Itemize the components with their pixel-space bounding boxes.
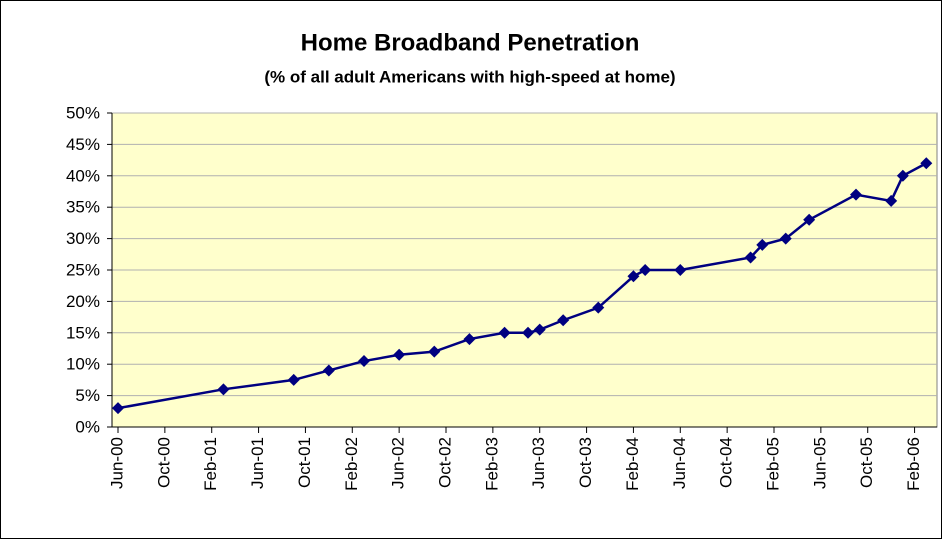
marker: [322, 364, 335, 377]
marker: [428, 345, 441, 358]
x-tick-label: Feb-06: [904, 437, 923, 491]
marker: [756, 238, 769, 251]
marker: [217, 383, 230, 396]
x-tick-label: Oct-03: [576, 437, 595, 488]
y-tick-label: 0%: [75, 417, 100, 436]
marker: [920, 157, 933, 170]
x-tick-label: Oct-00: [154, 437, 173, 488]
line: [117, 162, 927, 410]
x-tick-label: Jun-03: [529, 437, 548, 489]
x-tick-label: Jun-04: [670, 437, 689, 489]
y-tick-label: 50%: [66, 103, 100, 122]
y-tick-label: 15%: [66, 323, 100, 342]
marker: [639, 264, 652, 276]
marker: [358, 355, 370, 368]
x-tick-label: Oct-05: [857, 437, 876, 488]
marker: [533, 323, 546, 336]
y-tick-label: 20%: [66, 292, 100, 311]
y-tick-label: 25%: [66, 260, 100, 279]
marker: [850, 188, 862, 201]
marker: [674, 264, 687, 276]
marker: [287, 373, 300, 386]
marker: [393, 348, 406, 361]
x-tick-label: Jun-05: [810, 437, 829, 489]
x-tick-label: Jun-02: [389, 437, 408, 489]
marker: [744, 251, 757, 264]
marker: [592, 301, 605, 314]
y-tick-label: 30%: [66, 229, 100, 248]
marker: [557, 314, 570, 327]
y-tick-label: 45%: [66, 135, 100, 154]
marker: [627, 270, 640, 283]
x-tick-label: Feb-02: [342, 437, 361, 491]
x-tick-label: Feb-05: [763, 437, 782, 491]
chart-subtitle: (% of all adult Americans with high-spee…: [264, 67, 675, 86]
y-tick-label: 35%: [66, 198, 100, 217]
y-tick-label: 40%: [66, 166, 100, 185]
x-tick-label: Oct-01: [295, 437, 314, 488]
marker: [498, 326, 511, 339]
x-tick-label: Feb-01: [201, 437, 220, 491]
chart-title: Home Broadband Penetration: [301, 29, 640, 56]
x-tick-label: Jun-01: [248, 437, 267, 489]
x-tick-label: Feb-03: [482, 437, 501, 491]
x-tick-label: Oct-02: [435, 437, 454, 488]
marker: [463, 333, 476, 346]
x-tick-label: Jun-00: [107, 437, 126, 489]
y-tick-label: 10%: [66, 355, 100, 374]
y-tick-label: 5%: [75, 386, 100, 405]
marker: [779, 232, 792, 245]
marker: [896, 169, 909, 182]
marker: [112, 402, 124, 415]
marker: [885, 194, 898, 207]
x-tick-label: Oct-04: [717, 437, 736, 488]
x-tick-label: Feb-04: [623, 437, 642, 491]
marker: [522, 326, 534, 339]
marker: [803, 213, 816, 226]
